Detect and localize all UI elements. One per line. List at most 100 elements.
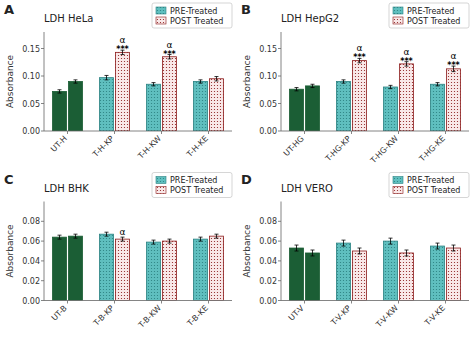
legend-label: POST Treated: [407, 186, 460, 195]
error-bar-cap: [199, 83, 203, 84]
error-bar: [214, 77, 218, 81]
annotation: α: [120, 227, 126, 237]
x-tick: [351, 301, 352, 304]
error-bar-cap: [451, 245, 455, 246]
error-bar-cap: [389, 244, 393, 245]
legend-swatch: [393, 17, 403, 24]
bar: [162, 57, 176, 131]
error-bar: [199, 80, 203, 83]
error-bar: [214, 234, 218, 238]
y-tick: [41, 48, 44, 49]
y-axis-line: [281, 32, 282, 131]
error-bar-cap: [167, 243, 171, 244]
error-bar-cap: [342, 79, 346, 80]
error-bar: [389, 85, 393, 88]
error-bar-cap: [58, 235, 62, 236]
y-tick: [278, 76, 281, 77]
legend-label: PRE-Treated: [170, 7, 217, 16]
legend-frame: [152, 173, 232, 198]
error-bar: [342, 240, 346, 246]
x-tick-label: T-B-KW: [136, 303, 163, 330]
y-tick-label: 0.10: [22, 72, 40, 81]
error-bar-cap: [199, 241, 203, 242]
bar: [352, 61, 366, 131]
legend-frame: [389, 3, 469, 28]
panel: ALDH HeLaAbsorbance0.000.050.100.15UT-HT…: [4, 2, 232, 161]
annotation: α: [451, 51, 457, 61]
y-tick-label: 0.06: [259, 237, 277, 246]
annotations: ***α***α: [116, 35, 176, 58]
bar: [115, 239, 129, 300]
x-tick: [161, 131, 162, 134]
error-bar-cap: [436, 85, 440, 86]
error-bar-cap: [389, 88, 393, 89]
title: LDH BHK: [44, 183, 89, 194]
bar: [99, 234, 113, 300]
y-tick-label: 0.05: [259, 100, 277, 109]
y-tick: [41, 241, 44, 242]
bar: [209, 79, 223, 131]
x-axis-line: [281, 131, 469, 132]
error-bar: [342, 80, 346, 83]
error-bar: [436, 83, 440, 86]
error-bar-cap: [199, 79, 203, 80]
error-bar-stem: [153, 240, 154, 244]
bar: [336, 243, 350, 300]
error-bar-cap: [152, 240, 156, 241]
error-bar-stem: [122, 237, 123, 241]
annotation: α: [404, 47, 410, 57]
error-bar: [120, 237, 124, 241]
error-bar: [295, 88, 299, 91]
y-tick-label: 0.15: [22, 45, 40, 54]
y-axis-label: Absorbance: [5, 54, 15, 108]
annotation: ***: [353, 53, 366, 62]
bar: [305, 86, 319, 131]
panel: BLDH HepG2Absorbance0.000.050.100.15UT-H…: [241, 2, 469, 166]
annotation: α: [120, 35, 126, 45]
y-tick-label: 0.06: [22, 237, 40, 246]
title: LDH HeLa: [44, 13, 93, 24]
panel: DLDH VEROAbsorbance0.000.020.040.060.08U…: [241, 172, 469, 330]
error-bar-cap: [295, 245, 299, 246]
error-bar-cap: [105, 232, 109, 233]
error-bar: [310, 84, 314, 87]
error-bar-cap: [58, 93, 62, 94]
legend-label: PRE-Treated: [407, 176, 454, 185]
annotations: α: [120, 227, 126, 237]
y-tick: [278, 48, 281, 49]
error-bar-stem: [343, 80, 344, 83]
legend-label: POST Treated: [407, 17, 460, 26]
error-bar-cap: [73, 238, 77, 239]
legend: PRE-TreatedPOST Treated: [389, 173, 469, 198]
plot-area: [52, 232, 223, 300]
plot-area: [289, 238, 460, 300]
error-bar: [451, 245, 455, 251]
error-bar: [105, 232, 109, 236]
x-tick-label: T-H-KW: [135, 134, 163, 162]
bar: [99, 78, 113, 131]
bar: [146, 242, 160, 300]
x-tick: [445, 131, 446, 134]
legend-swatch: [393, 7, 403, 14]
panel-label: C: [4, 172, 14, 187]
title: LDH HepG2: [281, 13, 339, 24]
y-tick-label: 0.10: [259, 72, 277, 81]
error-bar-stem: [216, 77, 217, 81]
annotation: ***: [400, 57, 413, 66]
bar: [52, 91, 66, 131]
y-tick: [41, 221, 44, 222]
error-bar-stem: [437, 243, 438, 249]
error-bar: [404, 250, 408, 256]
error-bar-cap: [404, 255, 408, 256]
x-tick-label: UT-H: [49, 134, 69, 154]
bar: [399, 64, 413, 131]
y-tick: [278, 280, 281, 281]
y-tick-label: 0.15: [259, 45, 277, 54]
error-bar-cap: [214, 80, 218, 81]
x-tick-label: T-B-KE: [185, 304, 210, 329]
y-tick: [278, 103, 281, 104]
error-bar: [58, 235, 62, 239]
y-tick: [41, 131, 44, 132]
x-axis-line: [44, 300, 232, 301]
legend-swatch: [156, 7, 166, 14]
